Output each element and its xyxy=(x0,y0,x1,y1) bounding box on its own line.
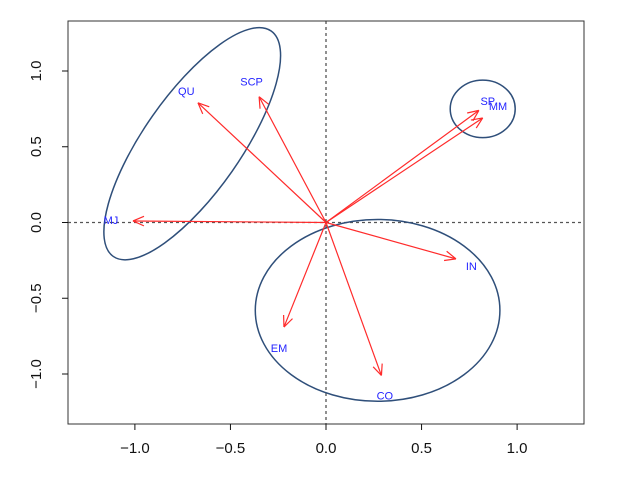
vector-label-qu: QU xyxy=(178,86,195,98)
vector-head-a-mj xyxy=(132,215,145,222)
vector-head-a-mm xyxy=(475,117,484,129)
vector-head-a-in xyxy=(443,258,457,262)
vector-shaft-co xyxy=(325,222,382,376)
vector-shaft-mm xyxy=(325,117,484,223)
vector-head-a-co xyxy=(372,366,382,376)
vector-mj xyxy=(132,215,327,227)
vector-label-em: EM xyxy=(271,343,288,355)
vector-label-mm: MM xyxy=(489,101,507,113)
vector-in xyxy=(325,221,457,262)
vector-shaft-sp xyxy=(325,109,480,223)
vector-head-b-scp xyxy=(258,96,261,109)
vector-head-b-mj xyxy=(132,220,145,227)
vector-label-scp: SCP xyxy=(240,77,263,89)
vector-mm xyxy=(325,117,484,223)
vector-shaft-qu xyxy=(197,102,327,223)
vector-label-co: CO xyxy=(377,390,394,402)
x-axis-tick-label-5: 1.0 xyxy=(507,440,528,457)
vector-head-a-scp xyxy=(258,96,269,105)
y-axis-tick-label-4: 0.5 xyxy=(28,136,45,157)
cluster-ellipse-2 xyxy=(449,79,516,139)
x-axis-tick-label-1: −1.0 xyxy=(120,440,150,457)
ellipse-layer xyxy=(103,26,516,403)
vector-sp xyxy=(325,109,480,223)
vector-layer xyxy=(132,96,484,376)
vector-label-sp: SP xyxy=(480,96,495,108)
vector-shaft-em xyxy=(283,222,327,328)
x-axis-tick-label-3: 0.0 xyxy=(316,440,337,457)
vector-head-b-em xyxy=(283,318,293,328)
vector-head-b-qu xyxy=(197,102,204,115)
x-axis-tick-label-2: −0.5 xyxy=(216,440,246,457)
y-axis-tick-label-5: 1.0 xyxy=(28,61,45,82)
vector-qu xyxy=(197,102,327,223)
vector-label-mj: MJ xyxy=(104,215,119,227)
vector-co xyxy=(325,222,383,376)
vector-head-b-mm xyxy=(470,117,483,121)
vector-head-b-sp xyxy=(467,109,480,114)
vector-scp xyxy=(258,96,327,223)
vector-shaft-scp xyxy=(258,96,327,223)
x-axis-tick-label-4: 0.5 xyxy=(411,440,432,457)
vector-label-in: IN xyxy=(466,261,477,273)
vector-head-b-co xyxy=(380,363,383,376)
axes-layer: −1.0 −0.5 0.0 0.5 1.0 −1.0 −0.5 0.0 0.5 1.0 xyxy=(28,20,585,457)
cluster-ellipse-1 xyxy=(103,26,282,261)
vector-shaft-mj xyxy=(132,220,327,224)
y-axis-tick-label-3: 0.0 xyxy=(28,212,45,233)
cluster-ellipse-3 xyxy=(254,218,501,403)
vector-em xyxy=(283,222,327,328)
vector-head-b-in xyxy=(446,250,457,260)
y-axis-tick-label-1: −1.0 xyxy=(28,359,45,389)
vector-head-a-qu xyxy=(197,102,210,108)
vector-shaft-in xyxy=(325,221,457,260)
y-axis-tick-label-2: −0.5 xyxy=(28,283,45,313)
